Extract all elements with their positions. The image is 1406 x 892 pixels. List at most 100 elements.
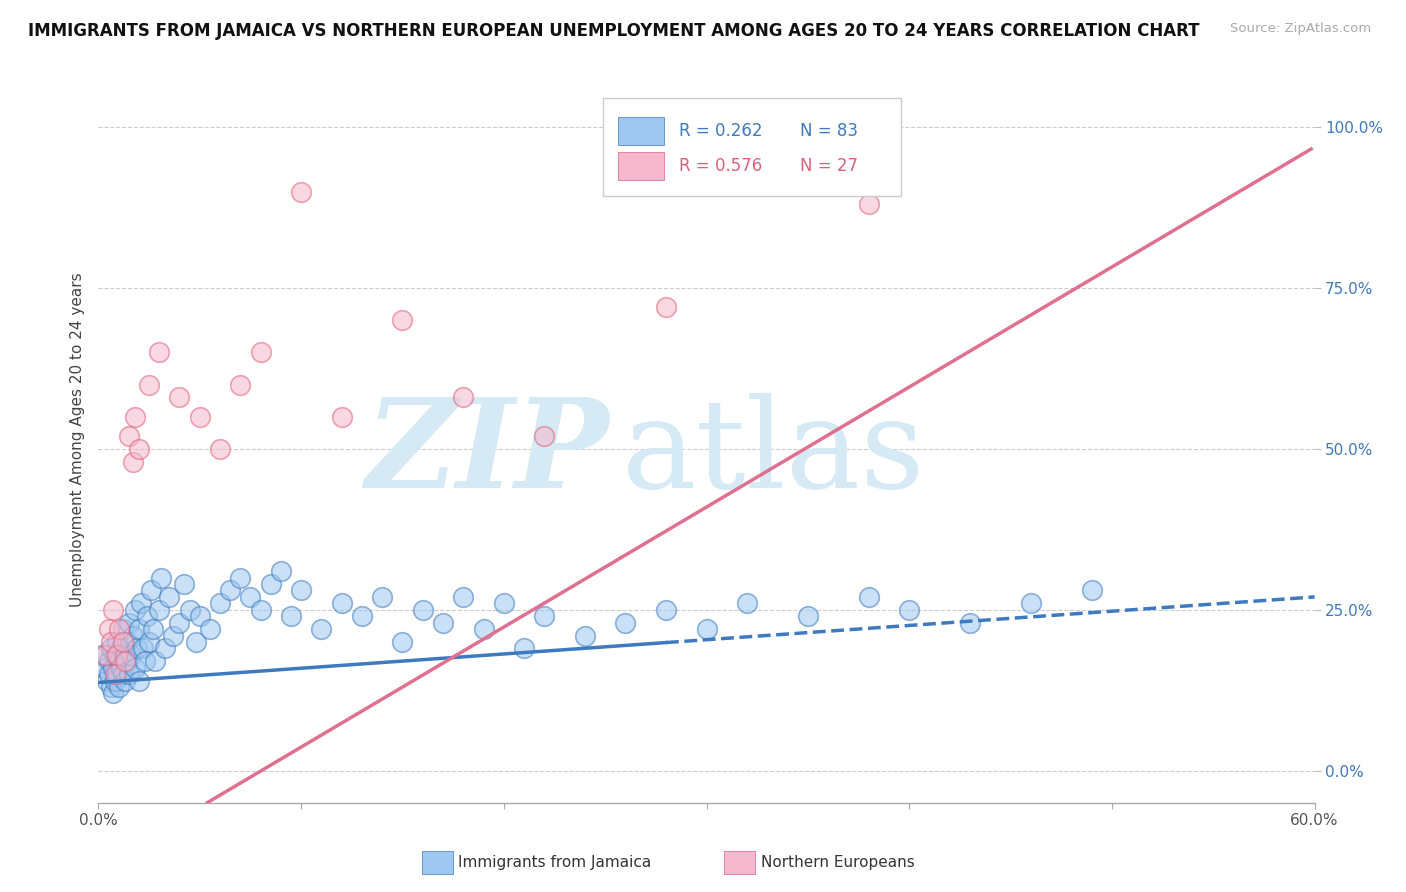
Point — [122, 455, 145, 469]
Point — [350, 609, 373, 624]
Point — [107, 654, 129, 668]
Point — [97, 667, 120, 681]
Point — [100, 641, 122, 656]
Point — [614, 615, 637, 630]
Point — [138, 635, 160, 649]
Point — [898, 603, 921, 617]
Point — [105, 667, 128, 681]
Point — [188, 409, 211, 424]
Text: Immigrants from Jamaica: Immigrants from Jamaica — [458, 855, 651, 870]
Point — [209, 596, 232, 610]
Point — [533, 609, 555, 624]
Point — [124, 661, 146, 675]
Point — [114, 648, 136, 662]
Point — [129, 596, 152, 610]
Point — [110, 641, 132, 656]
Point — [858, 590, 880, 604]
Point — [162, 628, 184, 642]
Text: N = 83: N = 83 — [800, 122, 858, 140]
Point — [91, 648, 114, 662]
Point — [107, 680, 129, 694]
Point — [128, 673, 150, 688]
Point — [100, 635, 122, 649]
Point — [330, 409, 353, 424]
Point — [115, 635, 138, 649]
Point — [101, 661, 124, 675]
Point — [198, 622, 221, 636]
Point — [1080, 583, 1102, 598]
Point — [114, 673, 136, 688]
Point — [125, 641, 148, 656]
Point — [280, 609, 302, 624]
Point — [155, 641, 177, 656]
Point — [134, 654, 156, 668]
Text: ZIP: ZIP — [366, 393, 609, 515]
Point — [101, 603, 124, 617]
Point — [111, 622, 134, 636]
Text: N = 27: N = 27 — [800, 157, 858, 175]
Point — [260, 577, 283, 591]
FancyBboxPatch shape — [617, 117, 664, 145]
Point — [249, 345, 271, 359]
Point — [115, 654, 138, 668]
Point — [118, 429, 141, 443]
Text: Northern Europeans: Northern Europeans — [761, 855, 914, 870]
Point — [655, 301, 678, 315]
Point — [513, 641, 536, 656]
Point — [412, 603, 434, 617]
Point — [138, 377, 160, 392]
Point — [111, 667, 134, 681]
Y-axis label: Unemployment Among Ages 20 to 24 years: Unemployment Among Ages 20 to 24 years — [70, 272, 86, 607]
Point — [173, 577, 195, 591]
Point — [96, 673, 118, 688]
FancyBboxPatch shape — [603, 97, 901, 195]
Point — [270, 564, 292, 578]
Point — [179, 603, 201, 617]
Point — [128, 622, 150, 636]
Point — [111, 635, 134, 649]
Point — [124, 603, 146, 617]
Point — [120, 648, 142, 662]
Point — [150, 571, 173, 585]
Point — [655, 603, 678, 617]
Text: IMMIGRANTS FROM JAMAICA VS NORTHERN EUROPEAN UNEMPLOYMENT AMONG AGES 20 TO 24 YE: IMMIGRANTS FROM JAMAICA VS NORTHERN EURO… — [28, 22, 1199, 40]
Point — [371, 590, 394, 604]
Point — [696, 622, 718, 636]
Point — [432, 615, 454, 630]
Point — [105, 648, 128, 662]
Point — [93, 648, 115, 662]
Point — [124, 409, 146, 424]
Point — [492, 596, 515, 610]
Point — [101, 686, 124, 700]
Point — [574, 628, 596, 642]
Point — [143, 654, 166, 668]
Point — [290, 583, 312, 598]
Point — [453, 590, 475, 604]
Point — [1019, 596, 1042, 610]
Point — [107, 622, 129, 636]
Point — [188, 609, 211, 624]
Point — [122, 628, 145, 642]
Point — [97, 654, 120, 668]
Point — [391, 635, 413, 649]
Point — [142, 622, 165, 636]
Point — [391, 313, 413, 327]
Point — [229, 571, 252, 585]
Point — [132, 641, 155, 656]
Point — [311, 622, 333, 636]
Point — [104, 667, 127, 681]
Point — [735, 596, 758, 610]
Point — [118, 667, 141, 681]
Point — [104, 673, 127, 688]
Point — [148, 603, 170, 617]
Point — [139, 583, 162, 598]
Text: Source: ZipAtlas.com: Source: ZipAtlas.com — [1230, 22, 1371, 36]
Point — [184, 635, 207, 649]
Point — [229, 377, 252, 392]
Point — [114, 654, 136, 668]
Point — [239, 590, 262, 604]
Point — [290, 185, 312, 199]
Point — [169, 391, 191, 405]
Point — [118, 615, 141, 630]
Point — [219, 583, 242, 598]
